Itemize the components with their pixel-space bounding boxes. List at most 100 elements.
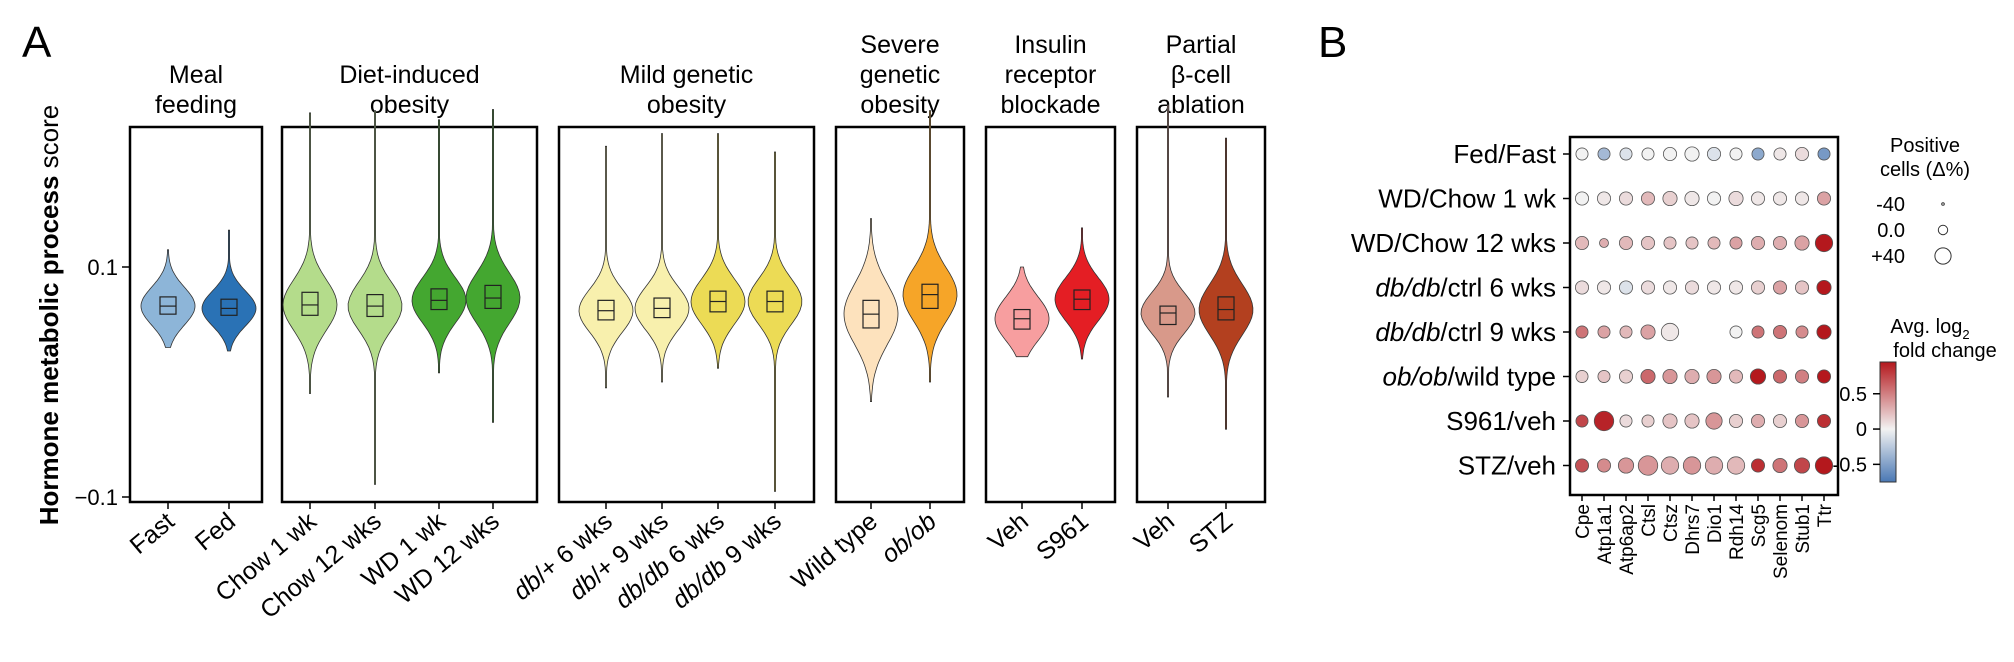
dot-cell bbox=[1617, 457, 1635, 474]
dot-cell bbox=[1751, 413, 1766, 428]
violin-body bbox=[282, 112, 338, 394]
dot-cell bbox=[1728, 190, 1744, 207]
row-label: Fed/Fast bbox=[1453, 139, 1556, 169]
color-legend-title: Avg. log2 fold change bbox=[1890, 316, 1996, 362]
size-legend-dot bbox=[1937, 224, 1949, 236]
dot-cell bbox=[1575, 147, 1589, 161]
dot-cell bbox=[1663, 236, 1677, 250]
dot-cell bbox=[1663, 146, 1678, 161]
gene-label: Atp6ap2 bbox=[1617, 504, 1638, 575]
dot-cell bbox=[1773, 413, 1788, 428]
dot-cell bbox=[1641, 414, 1655, 428]
dot-cell bbox=[1706, 368, 1722, 385]
dot-cell bbox=[1599, 238, 1609, 248]
dot-cell bbox=[1751, 458, 1766, 473]
dot-cell bbox=[1795, 146, 1810, 161]
dot-cell bbox=[1729, 236, 1743, 250]
dot-heatmap-panel: Fed/Fast WD/Chow 1 wk WD/Chow 12 wks db/db/… bbox=[1351, 135, 1997, 579]
violin-box bbox=[301, 291, 319, 316]
violin bbox=[411, 119, 467, 374]
dot-cell bbox=[1772, 457, 1788, 474]
dot-cell bbox=[1593, 410, 1615, 432]
dot-cell bbox=[1619, 280, 1634, 295]
dot-cell bbox=[1814, 456, 1834, 475]
x-category-label: Fast bbox=[125, 507, 180, 560]
dot-cell bbox=[1707, 146, 1722, 161]
gene-label: Stub1 bbox=[1793, 504, 1814, 554]
dot-cell bbox=[1729, 147, 1743, 161]
panel-letter-b: B bbox=[1318, 18, 1347, 67]
dot-cell bbox=[1726, 456, 1746, 475]
violin-body bbox=[634, 133, 690, 383]
dot-cell bbox=[1729, 280, 1744, 295]
dot-cell bbox=[1773, 369, 1788, 384]
dot-cell bbox=[1619, 147, 1633, 161]
dot-cell bbox=[1795, 413, 1810, 428]
violin bbox=[747, 151, 803, 492]
dot-cell bbox=[1751, 147, 1765, 161]
x-category-label: Wild type bbox=[786, 507, 883, 595]
dot-cell bbox=[1619, 325, 1633, 339]
dot-cell bbox=[1660, 456, 1680, 475]
color-bar bbox=[1879, 361, 1897, 483]
dot-cell bbox=[1793, 457, 1811, 474]
dot-cell bbox=[1814, 233, 1834, 253]
x-category-label: Veh bbox=[983, 507, 1034, 556]
violin bbox=[465, 109, 521, 423]
violin-body bbox=[140, 249, 196, 348]
violin-box bbox=[220, 298, 238, 316]
group-title: Partial β-cell ablation bbox=[1157, 31, 1245, 119]
dot-cell bbox=[1817, 147, 1831, 161]
dot-cell bbox=[1662, 190, 1678, 207]
x-category-label: ob/ob bbox=[876, 507, 942, 569]
dot-cell bbox=[1817, 413, 1832, 428]
dot-cell bbox=[1729, 369, 1744, 384]
dot-cell bbox=[1795, 325, 1809, 339]
group-frame bbox=[834, 125, 966, 504]
dot-cell bbox=[1619, 191, 1634, 206]
violin-group: Meal feeding Fast Fed bbox=[125, 61, 264, 560]
violin-box bbox=[921, 283, 939, 309]
dot-cell bbox=[1773, 235, 1788, 250]
dot-cell bbox=[1637, 455, 1659, 476]
dot-plot-frame bbox=[1568, 135, 1840, 497]
group-title: Mild genetic obesity bbox=[620, 61, 753, 119]
y-tick-label: 0.1 bbox=[87, 255, 118, 280]
dot-cell bbox=[1640, 324, 1656, 340]
dot-cell bbox=[1597, 147, 1611, 161]
dot-cell bbox=[1597, 325, 1611, 339]
violin-body bbox=[411, 119, 467, 374]
dot-cell bbox=[1749, 368, 1767, 385]
x-category-label: S961 bbox=[1031, 507, 1094, 566]
dot-cell bbox=[1575, 414, 1589, 428]
violin bbox=[843, 218, 899, 403]
color-bar-label: 0.5 bbox=[1839, 384, 1867, 406]
violin-body bbox=[1140, 104, 1196, 398]
row-label: STZ/veh bbox=[1458, 451, 1556, 481]
dot-cell bbox=[1619, 369, 1634, 384]
violin-body bbox=[690, 133, 746, 369]
dot-cell bbox=[1597, 280, 1612, 295]
violin-body bbox=[1054, 227, 1110, 360]
dot-cell bbox=[1773, 147, 1787, 161]
color-bar-label: 0 bbox=[1856, 419, 1867, 441]
dot-cell bbox=[1575, 325, 1589, 339]
size-legend-label: -40 bbox=[1876, 194, 1905, 216]
dot-cell bbox=[1707, 191, 1722, 206]
gene-label: Ttr bbox=[1815, 503, 1836, 527]
violin bbox=[690, 133, 746, 369]
row-label: WD/Chow 1 wk bbox=[1378, 184, 1557, 214]
size-legend-label: +40 bbox=[1871, 246, 1905, 268]
violin bbox=[902, 110, 958, 383]
violin-body bbox=[201, 229, 257, 352]
dot-cell bbox=[1619, 414, 1633, 428]
dot-cell bbox=[1684, 146, 1700, 162]
dot-cell bbox=[1660, 322, 1680, 342]
gene-label: Rdh14 bbox=[1727, 504, 1748, 560]
row-label: S961/veh bbox=[1446, 406, 1556, 436]
violin bbox=[578, 145, 634, 389]
violin bbox=[1054, 227, 1110, 360]
violin bbox=[201, 229, 257, 352]
row-label: WD/Chow 12 wks bbox=[1351, 228, 1556, 258]
